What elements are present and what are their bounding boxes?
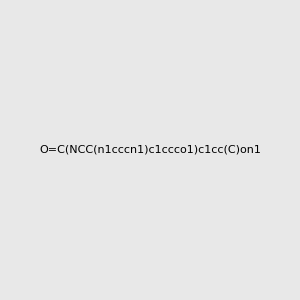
Text: O=C(NCC(n1cccn1)c1ccco1)c1cc(C)on1: O=C(NCC(n1cccn1)c1ccco1)c1cc(C)on1 (39, 145, 261, 155)
